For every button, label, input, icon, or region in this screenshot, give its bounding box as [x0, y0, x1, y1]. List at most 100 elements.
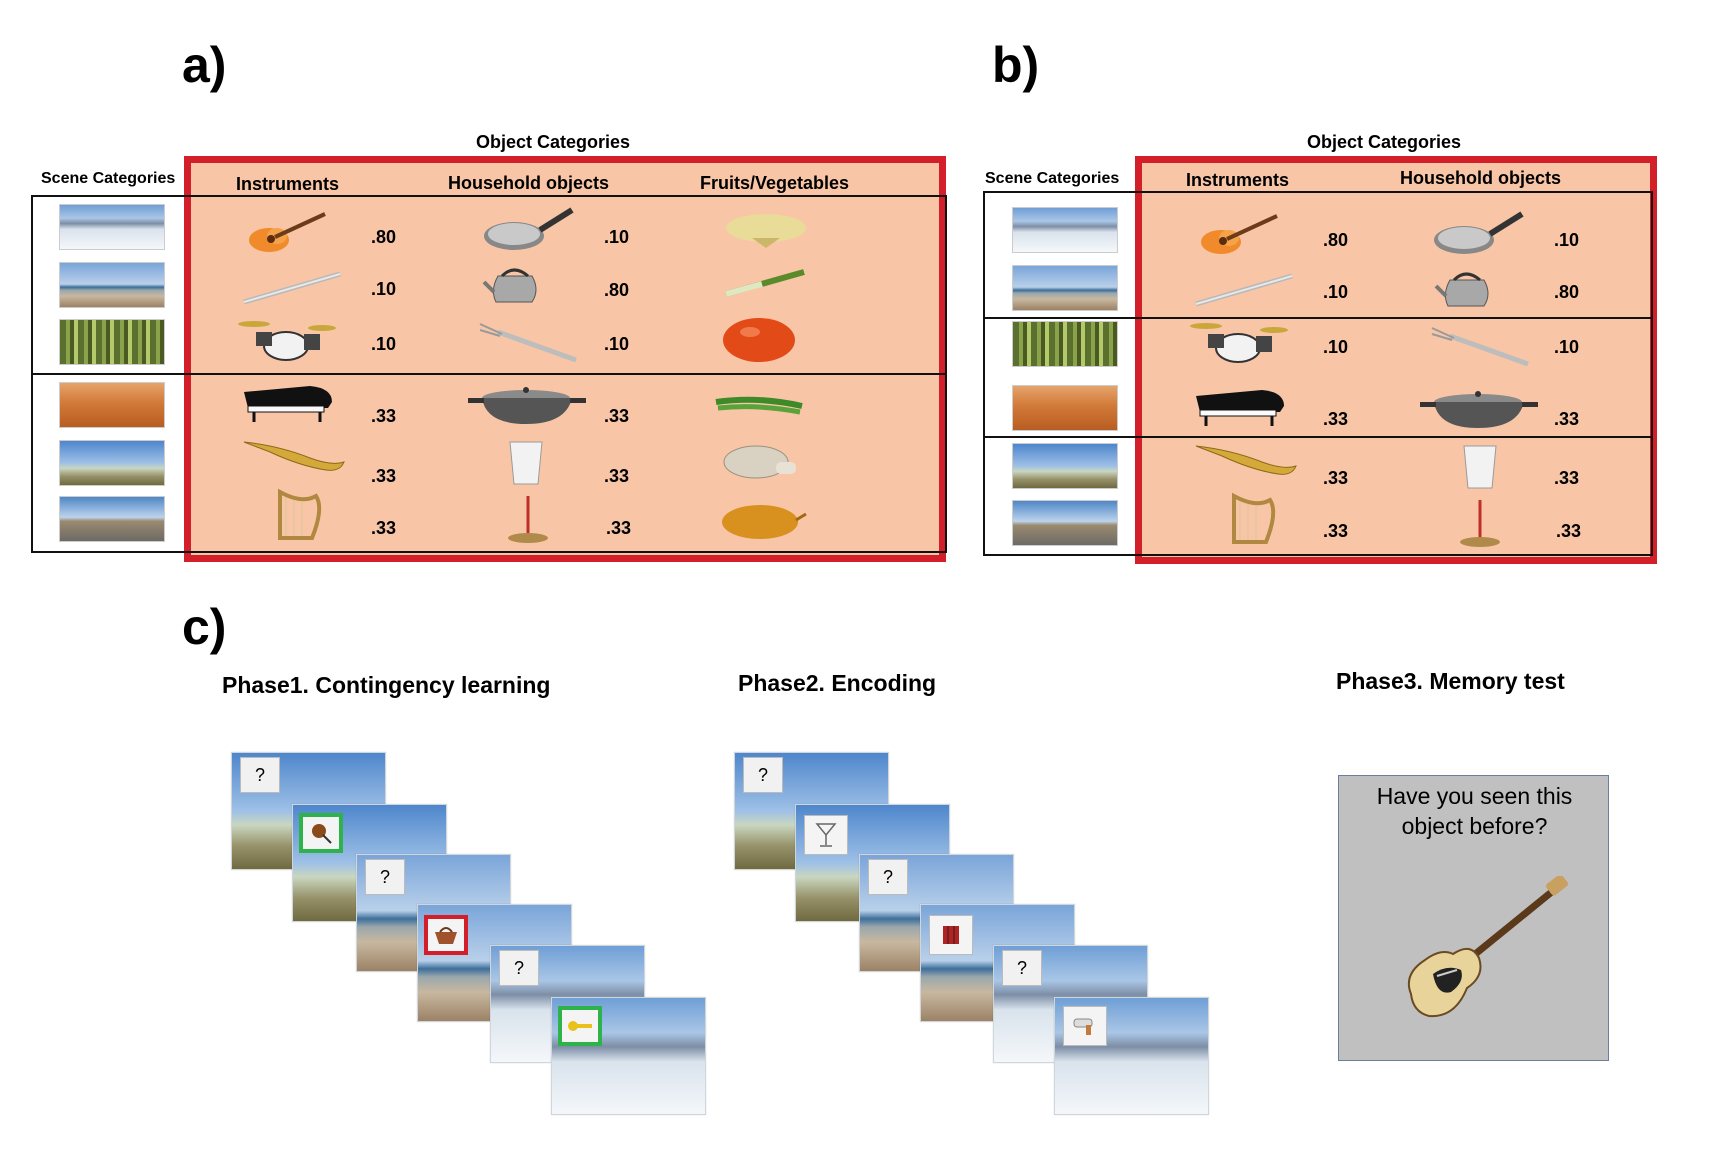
scene-thumb-road-b [1012, 500, 1118, 546]
prob-b-r5-c1: .33 [1323, 468, 1349, 488]
question-mark-box: ? [1002, 950, 1042, 986]
col-header-household-a: Household objects [448, 173, 610, 193]
flute-icon [1195, 273, 1293, 307]
piano-icon [1196, 390, 1284, 426]
pot-icon [468, 387, 586, 424]
scene-categories-title-b: Scene Categories [985, 170, 1120, 187]
drums-icon [1190, 323, 1288, 363]
prob-b-r1-c2: .10 [1554, 230, 1580, 250]
scene-thumb-snow-b [1012, 207, 1118, 253]
object-table-b [1135, 156, 1657, 564]
guitar-icon [249, 212, 326, 252]
object-categories-title-b: Object Categories [1307, 132, 1462, 152]
hairdryer-icon [1073, 1018, 1093, 1035]
scene-thumb-desert-a [59, 382, 165, 428]
cocktail-glass-icon [815, 823, 837, 847]
cauliflower-icon [726, 214, 806, 248]
badminton-racket-icon [312, 824, 332, 844]
prob-b-r4-c1: .33 [1323, 409, 1349, 429]
incense-icon [508, 496, 548, 543]
key-icon [568, 1021, 592, 1031]
prob-b-r2-c1: .10 [1323, 282, 1349, 302]
harp-icon [1232, 492, 1276, 544]
prob-a-r2-c1: .10 [371, 279, 397, 299]
saxophone-icon [1195, 445, 1297, 475]
scene-thumb-forest-a [59, 319, 165, 365]
pan-icon [1434, 211, 1524, 254]
prob-a-r5-c1: .33 [371, 466, 397, 486]
harp-icon [278, 488, 322, 540]
phase1-title: Phase1. Contingency learning [222, 672, 551, 698]
question-mark-box: ? [240, 757, 280, 793]
prob-a-r3-c1: .10 [371, 334, 397, 354]
trial-card [1054, 997, 1209, 1115]
piano-icon [244, 386, 332, 422]
prob-a-r2-c2: .80 [604, 280, 630, 300]
question-mark-box: ? [868, 859, 908, 895]
question-mark-box: ? [743, 757, 783, 793]
scene-thumb-road-a [59, 496, 165, 542]
prob-b-r4-c2: .33 [1554, 409, 1580, 429]
saxophone-icon [243, 441, 345, 471]
glass-icon [1463, 445, 1497, 489]
prob-a-r4-c2: .33 [604, 406, 630, 426]
feedback-incorrect-frame [424, 915, 468, 955]
scene-categories-title-a: Scene Categories [41, 170, 176, 187]
drums-icon [238, 321, 336, 361]
panel-a-label: a) [182, 37, 227, 93]
col-header-fruits-a: Fruits/Vegetables [700, 173, 850, 193]
prob-b-r6-c1: .33 [1323, 521, 1349, 541]
object-categories-title-a: Object Categories [476, 132, 631, 152]
object-frame [929, 915, 973, 955]
onion-icon [722, 505, 807, 539]
memory-test-prompt: Have you seen this object before? [1376, 783, 1573, 839]
prob-a-r6-c2: .33 [606, 518, 632, 538]
col-header-instruments-b: Instruments [1186, 170, 1290, 190]
scene-thumb-savanna-b [1012, 443, 1118, 489]
prob-a-r6-c1: .33 [371, 518, 397, 538]
object-table-a [184, 156, 946, 562]
prob-b-r2-c2: .80 [1554, 282, 1580, 302]
object-frame [804, 815, 848, 855]
prob-b-r3-c1: .10 [1323, 337, 1349, 357]
panel-b-label: b) [992, 37, 1040, 93]
feedback-correct-frame [299, 813, 343, 853]
feedback-correct-frame [558, 1006, 602, 1046]
col-header-household-b: Household objects [1400, 168, 1562, 188]
context-group-2-a [31, 373, 947, 553]
prob-b-r5-c2: .33 [1554, 468, 1580, 488]
leek-icon [725, 269, 805, 297]
prob-b-r3-c2: .10 [1554, 337, 1580, 357]
scene-thumb-beach-a [59, 262, 165, 308]
prob-b-r6-c2: .33 [1556, 521, 1582, 541]
flute-icon [243, 271, 341, 305]
trial-card [551, 997, 706, 1115]
prob-b-r1-c1: .80 [1323, 230, 1349, 250]
col-header-instruments-a: Instruments [236, 174, 340, 194]
scene-thumb-forest-b [1012, 321, 1118, 367]
tomato-icon [723, 318, 795, 362]
scene-thumb-snow-a [59, 204, 165, 250]
electric-guitar-icon [1407, 876, 1568, 1018]
kettle-icon [482, 268, 537, 303]
basket-icon [435, 927, 457, 944]
glass-icon [509, 441, 543, 485]
fork-icon [479, 323, 577, 363]
prob-a-r5-c2: .33 [604, 466, 630, 486]
guitar-icon [1201, 214, 1278, 254]
prob-a-r1-c1: .80 [371, 227, 397, 247]
pot-icon [1420, 391, 1538, 428]
prob-a-r1-c2: .10 [604, 227, 630, 247]
phase3-title: Phase3. Memory test [1336, 668, 1565, 694]
prob-a-r4-c1: .33 [371, 406, 397, 426]
scene-thumb-desert-b [1012, 385, 1118, 431]
pan-icon [484, 207, 574, 250]
scene-thumb-beach-b [1012, 265, 1118, 311]
scene-thumb-savanna-a [59, 440, 165, 486]
phase2-title: Phase2. Encoding [738, 670, 937, 696]
question-mark-box: ? [365, 859, 405, 895]
mushroom-icon [723, 445, 796, 479]
green-beans-icon [715, 396, 803, 415]
accordion-icon [943, 926, 959, 944]
object-frame [1063, 1006, 1107, 1046]
